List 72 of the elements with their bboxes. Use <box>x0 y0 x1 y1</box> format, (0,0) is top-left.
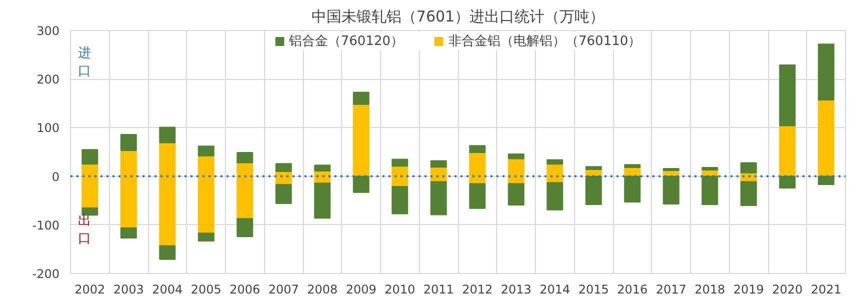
x-tick-label: 2007 <box>268 282 299 296</box>
y-tick-label: 100 <box>36 121 60 136</box>
y-tick-label: 0 <box>52 170 60 184</box>
bar <box>275 163 292 172</box>
x-tick-label: 2020 <box>772 282 803 296</box>
x-tick-label: 2011 <box>423 282 454 296</box>
bar <box>779 64 796 126</box>
bar <box>198 232 214 242</box>
bar <box>624 176 641 203</box>
x-tick-label: 2010 <box>384 282 416 296</box>
bar <box>508 153 524 160</box>
bar <box>546 182 564 210</box>
bar <box>740 162 757 174</box>
bar <box>662 176 680 204</box>
bar <box>585 176 602 205</box>
x-tick-label: 2017 <box>656 282 686 296</box>
x-tick-label: 2008 <box>307 282 338 296</box>
x-tick-label: 2012 <box>462 282 493 296</box>
bar <box>352 176 370 193</box>
bar <box>430 160 447 168</box>
bar <box>546 159 564 165</box>
y-tick-label: 300 <box>36 24 60 38</box>
x-tick-label: 2019 <box>733 282 764 296</box>
bar <box>82 149 98 165</box>
y-tick-label: -200 <box>32 267 60 281</box>
bar <box>469 183 486 209</box>
bar <box>120 134 137 152</box>
bar <box>740 181 757 206</box>
x-tick-label: 2014 <box>540 282 570 296</box>
bar <box>236 152 254 164</box>
y-tick-label: 200 <box>36 72 60 87</box>
x-tick-label: 2009 <box>346 282 376 296</box>
bar <box>818 176 834 186</box>
legend-label: 铝合金（760120） <box>288 33 404 50</box>
x-tick-label: 2021 <box>810 282 842 296</box>
bar <box>779 125 796 177</box>
bar <box>818 44 834 100</box>
bar <box>314 164 331 172</box>
x-tick-label: 2004 <box>152 282 183 296</box>
bar <box>159 245 176 260</box>
chart-title: 中国未锻轧铝（7601）进出口统计（万吨） <box>311 8 605 26</box>
x-tick-label: 2003 <box>113 282 144 296</box>
bar <box>702 176 718 205</box>
bar <box>818 100 834 177</box>
bar <box>236 218 254 238</box>
bar <box>469 145 486 153</box>
x-tick-label: 2013 <box>500 282 532 296</box>
x-tick-label: 2016 <box>617 282 648 296</box>
bar <box>352 104 370 177</box>
bar <box>314 182 331 219</box>
bar <box>585 166 602 170</box>
bar <box>159 126 176 144</box>
bar <box>392 158 408 167</box>
bar <box>198 146 214 156</box>
y-tick-label: -100 <box>32 218 60 232</box>
x-tick-label: 2006 <box>230 282 260 296</box>
bar <box>120 227 137 239</box>
x-tick-label: 2015 <box>578 282 609 296</box>
x-tick-label: 2002 <box>74 282 106 296</box>
x-tick-label: 2018 <box>694 282 726 296</box>
bar <box>702 167 718 170</box>
bar <box>430 181 447 216</box>
bar <box>624 164 641 168</box>
bar <box>352 92 370 105</box>
annotation: 进口 <box>78 46 91 80</box>
annotation: 出口 <box>78 213 91 246</box>
bar <box>508 183 524 206</box>
bar <box>275 184 292 204</box>
legend-label: 非合金铝（电解铝）（760110） <box>448 33 642 50</box>
x-tick-label: 2005 <box>190 282 222 296</box>
bar <box>779 176 796 188</box>
bar <box>392 186 408 214</box>
